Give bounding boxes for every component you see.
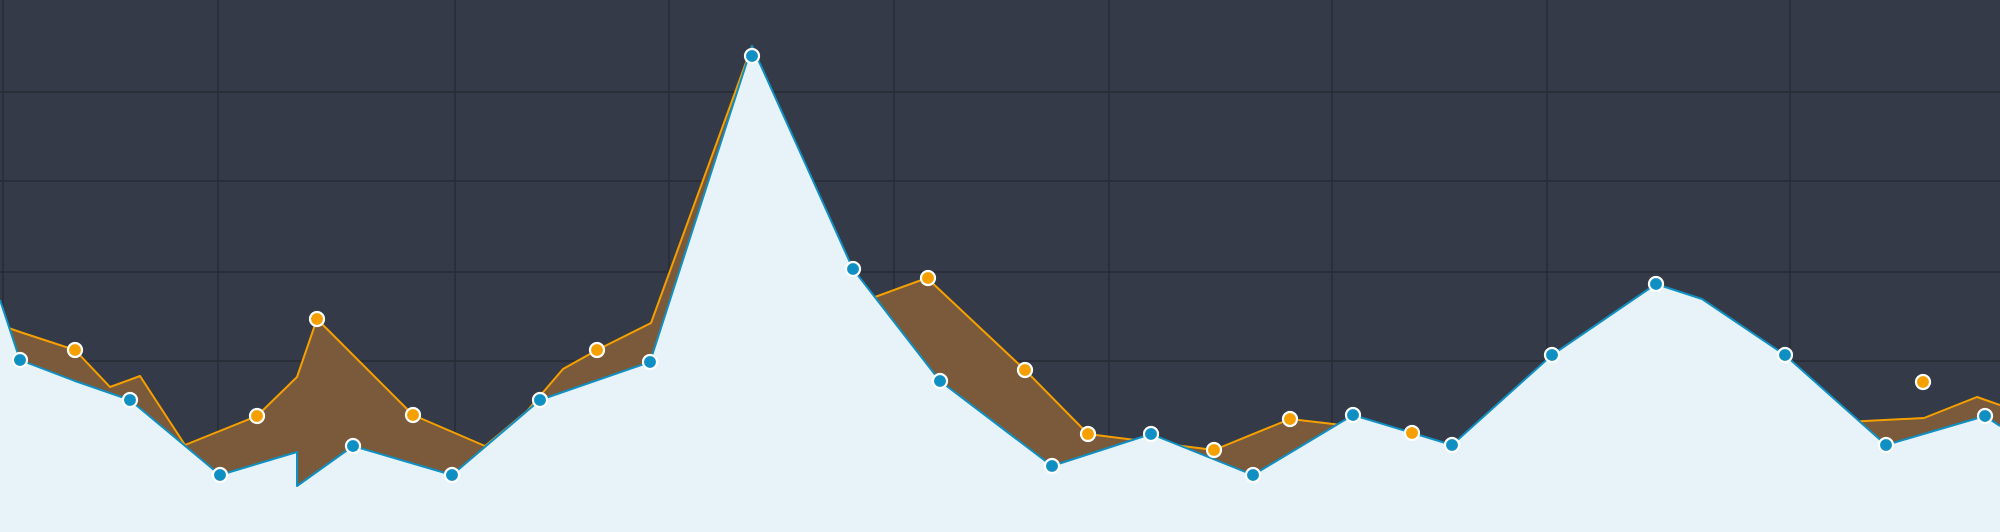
data-point-blue[interactable] <box>344 437 362 455</box>
data-point-blue[interactable] <box>1344 406 1362 424</box>
data-point-blue[interactable] <box>443 466 461 484</box>
data-point-blue[interactable] <box>11 351 29 369</box>
data-point-blue[interactable] <box>641 353 659 371</box>
data-point-blue[interactable] <box>1043 457 1061 475</box>
area-blue <box>0 46 2000 532</box>
data-point-orange[interactable] <box>919 269 937 287</box>
data-point-blue[interactable] <box>121 391 139 409</box>
data-point-blue[interactable] <box>931 372 949 390</box>
data-point-orange[interactable] <box>1079 425 1097 443</box>
data-point-orange[interactable] <box>1205 441 1223 459</box>
data-point-blue[interactable] <box>844 260 862 278</box>
data-point-orange[interactable] <box>404 406 422 424</box>
data-point-blue[interactable] <box>1976 407 1994 425</box>
data-point-orange[interactable] <box>588 341 606 359</box>
data-point-blue[interactable] <box>1877 436 1895 454</box>
data-point-blue[interactable] <box>743 47 761 65</box>
data-point-blue[interactable] <box>1244 466 1262 484</box>
data-point-orange[interactable] <box>308 310 326 328</box>
line-blue <box>0 45 2000 487</box>
data-point-blue[interactable] <box>1443 436 1461 454</box>
data-point-blue[interactable] <box>1647 275 1665 293</box>
data-point-orange[interactable] <box>248 407 266 425</box>
data-point-blue[interactable] <box>211 466 229 484</box>
data-point-blue[interactable] <box>1142 425 1160 443</box>
data-point-orange[interactable] <box>1016 361 1034 379</box>
series-layer <box>0 45 2000 532</box>
data-point-blue[interactable] <box>1543 346 1561 364</box>
data-point-orange[interactable] <box>1403 424 1421 442</box>
data-point-orange[interactable] <box>1914 373 1932 391</box>
data-point-blue[interactable] <box>1776 346 1794 364</box>
data-point-blue[interactable] <box>531 391 549 409</box>
data-point-orange[interactable] <box>1281 410 1299 428</box>
data-point-orange[interactable] <box>66 341 84 359</box>
